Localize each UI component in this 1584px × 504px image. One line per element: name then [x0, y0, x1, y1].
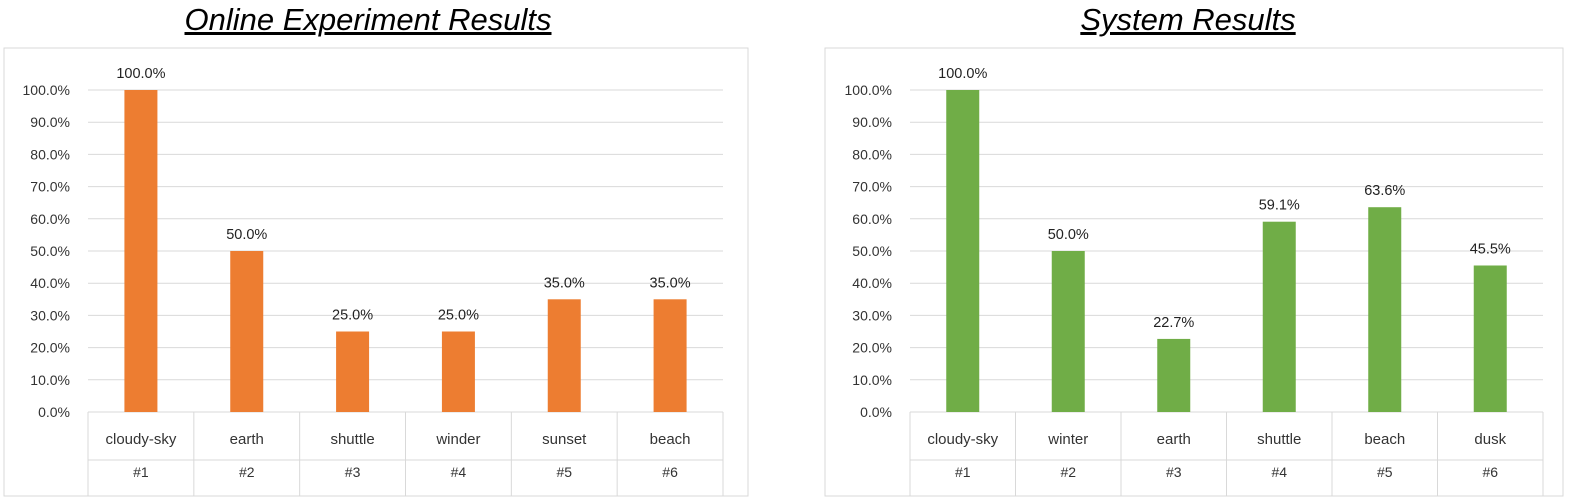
online-category-label: winder: [435, 431, 480, 448]
online-rank-label: #1: [133, 464, 149, 480]
online-bar: [230, 251, 263, 412]
system-bar: [1368, 207, 1401, 412]
online-rank-label: #2: [239, 464, 255, 480]
online-y-tick-label: 30.0%: [30, 307, 70, 323]
system-data-label: 63.6%: [1364, 183, 1405, 199]
system-bar: [1474, 265, 1507, 412]
online-bar: [548, 299, 581, 412]
online-category-label: beach: [650, 431, 691, 448]
system-y-tick-label: 60.0%: [852, 211, 892, 227]
system-data-label: 45.5%: [1470, 241, 1511, 257]
online-y-tick-label: 90.0%: [30, 114, 70, 130]
online-bar: [442, 332, 475, 413]
online-data-label: 25.0%: [438, 308, 479, 324]
online-rank-label: #5: [556, 464, 572, 480]
system-rank-label: #5: [1377, 464, 1393, 480]
online-y-tick-label: 40.0%: [30, 275, 70, 291]
system-data-label: 59.1%: [1259, 198, 1300, 214]
online-y-tick-label: 60.0%: [30, 211, 70, 227]
system-y-tick-label: 70.0%: [852, 179, 892, 195]
system-category-label: shuttle: [1257, 431, 1301, 448]
system-category-label: winter: [1047, 431, 1088, 448]
online-y-tick-label: 0.0%: [38, 404, 70, 420]
system-data-label: 50.0%: [1048, 227, 1089, 243]
system-y-tick-label: 80.0%: [852, 146, 892, 162]
system-y-tick-label: 30.0%: [852, 307, 892, 323]
system-rank-label: #2: [1060, 464, 1076, 480]
system-bar: [1263, 222, 1296, 412]
system-y-tick-label: 90.0%: [852, 114, 892, 130]
system-rank-label: #4: [1271, 464, 1287, 480]
online-rank-label: #6: [662, 464, 678, 480]
system-category-label: dusk: [1474, 431, 1506, 448]
system-bar: [946, 90, 979, 412]
online-rank-label: #4: [451, 464, 467, 480]
system-rank-label: #6: [1482, 464, 1498, 480]
system-data-label: 22.7%: [1153, 315, 1194, 331]
online-chart-frame: [4, 48, 748, 496]
system-category-label: beach: [1364, 431, 1405, 448]
online-category-label: cloudy-sky: [105, 431, 176, 448]
online-rank-label: #3: [345, 464, 361, 480]
system-y-tick-label: 10.0%: [852, 372, 892, 388]
online-bar: [336, 332, 369, 413]
online-data-label: 25.0%: [332, 308, 373, 324]
system-y-tick-label: 50.0%: [852, 243, 892, 259]
online-data-label: 35.0%: [650, 275, 691, 291]
online-y-tick-label: 80.0%: [30, 146, 70, 162]
online-category-label: shuttle: [330, 431, 374, 448]
online-category-label: earth: [230, 431, 264, 448]
system-category-label: earth: [1157, 431, 1191, 448]
system-bar: [1157, 339, 1190, 412]
system-bar: [1052, 251, 1085, 412]
system-rank-label: #1: [955, 464, 971, 480]
online-bar: [654, 299, 687, 412]
online-data-label: 100.0%: [116, 66, 165, 82]
online-y-tick-label: 100.0%: [23, 82, 70, 98]
online-y-tick-label: 20.0%: [30, 340, 70, 356]
system-rank-label: #3: [1166, 464, 1182, 480]
system-data-label: 100.0%: [938, 66, 987, 82]
system-y-tick-label: 100.0%: [845, 82, 892, 98]
system-y-tick-label: 40.0%: [852, 275, 892, 291]
system-y-tick-label: 0.0%: [860, 404, 892, 420]
online-bar: [124, 90, 157, 412]
online-data-label: 35.0%: [544, 275, 585, 291]
system-y-tick-label: 20.0%: [852, 340, 892, 356]
system-chart-frame: [825, 48, 1563, 496]
online-data-label: 50.0%: [226, 227, 267, 243]
online-y-tick-label: 10.0%: [30, 372, 70, 388]
online-y-tick-label: 70.0%: [30, 179, 70, 195]
system-category-label: cloudy-sky: [927, 431, 998, 448]
online-category-label: sunset: [542, 431, 587, 448]
online-y-tick-label: 50.0%: [30, 243, 70, 259]
